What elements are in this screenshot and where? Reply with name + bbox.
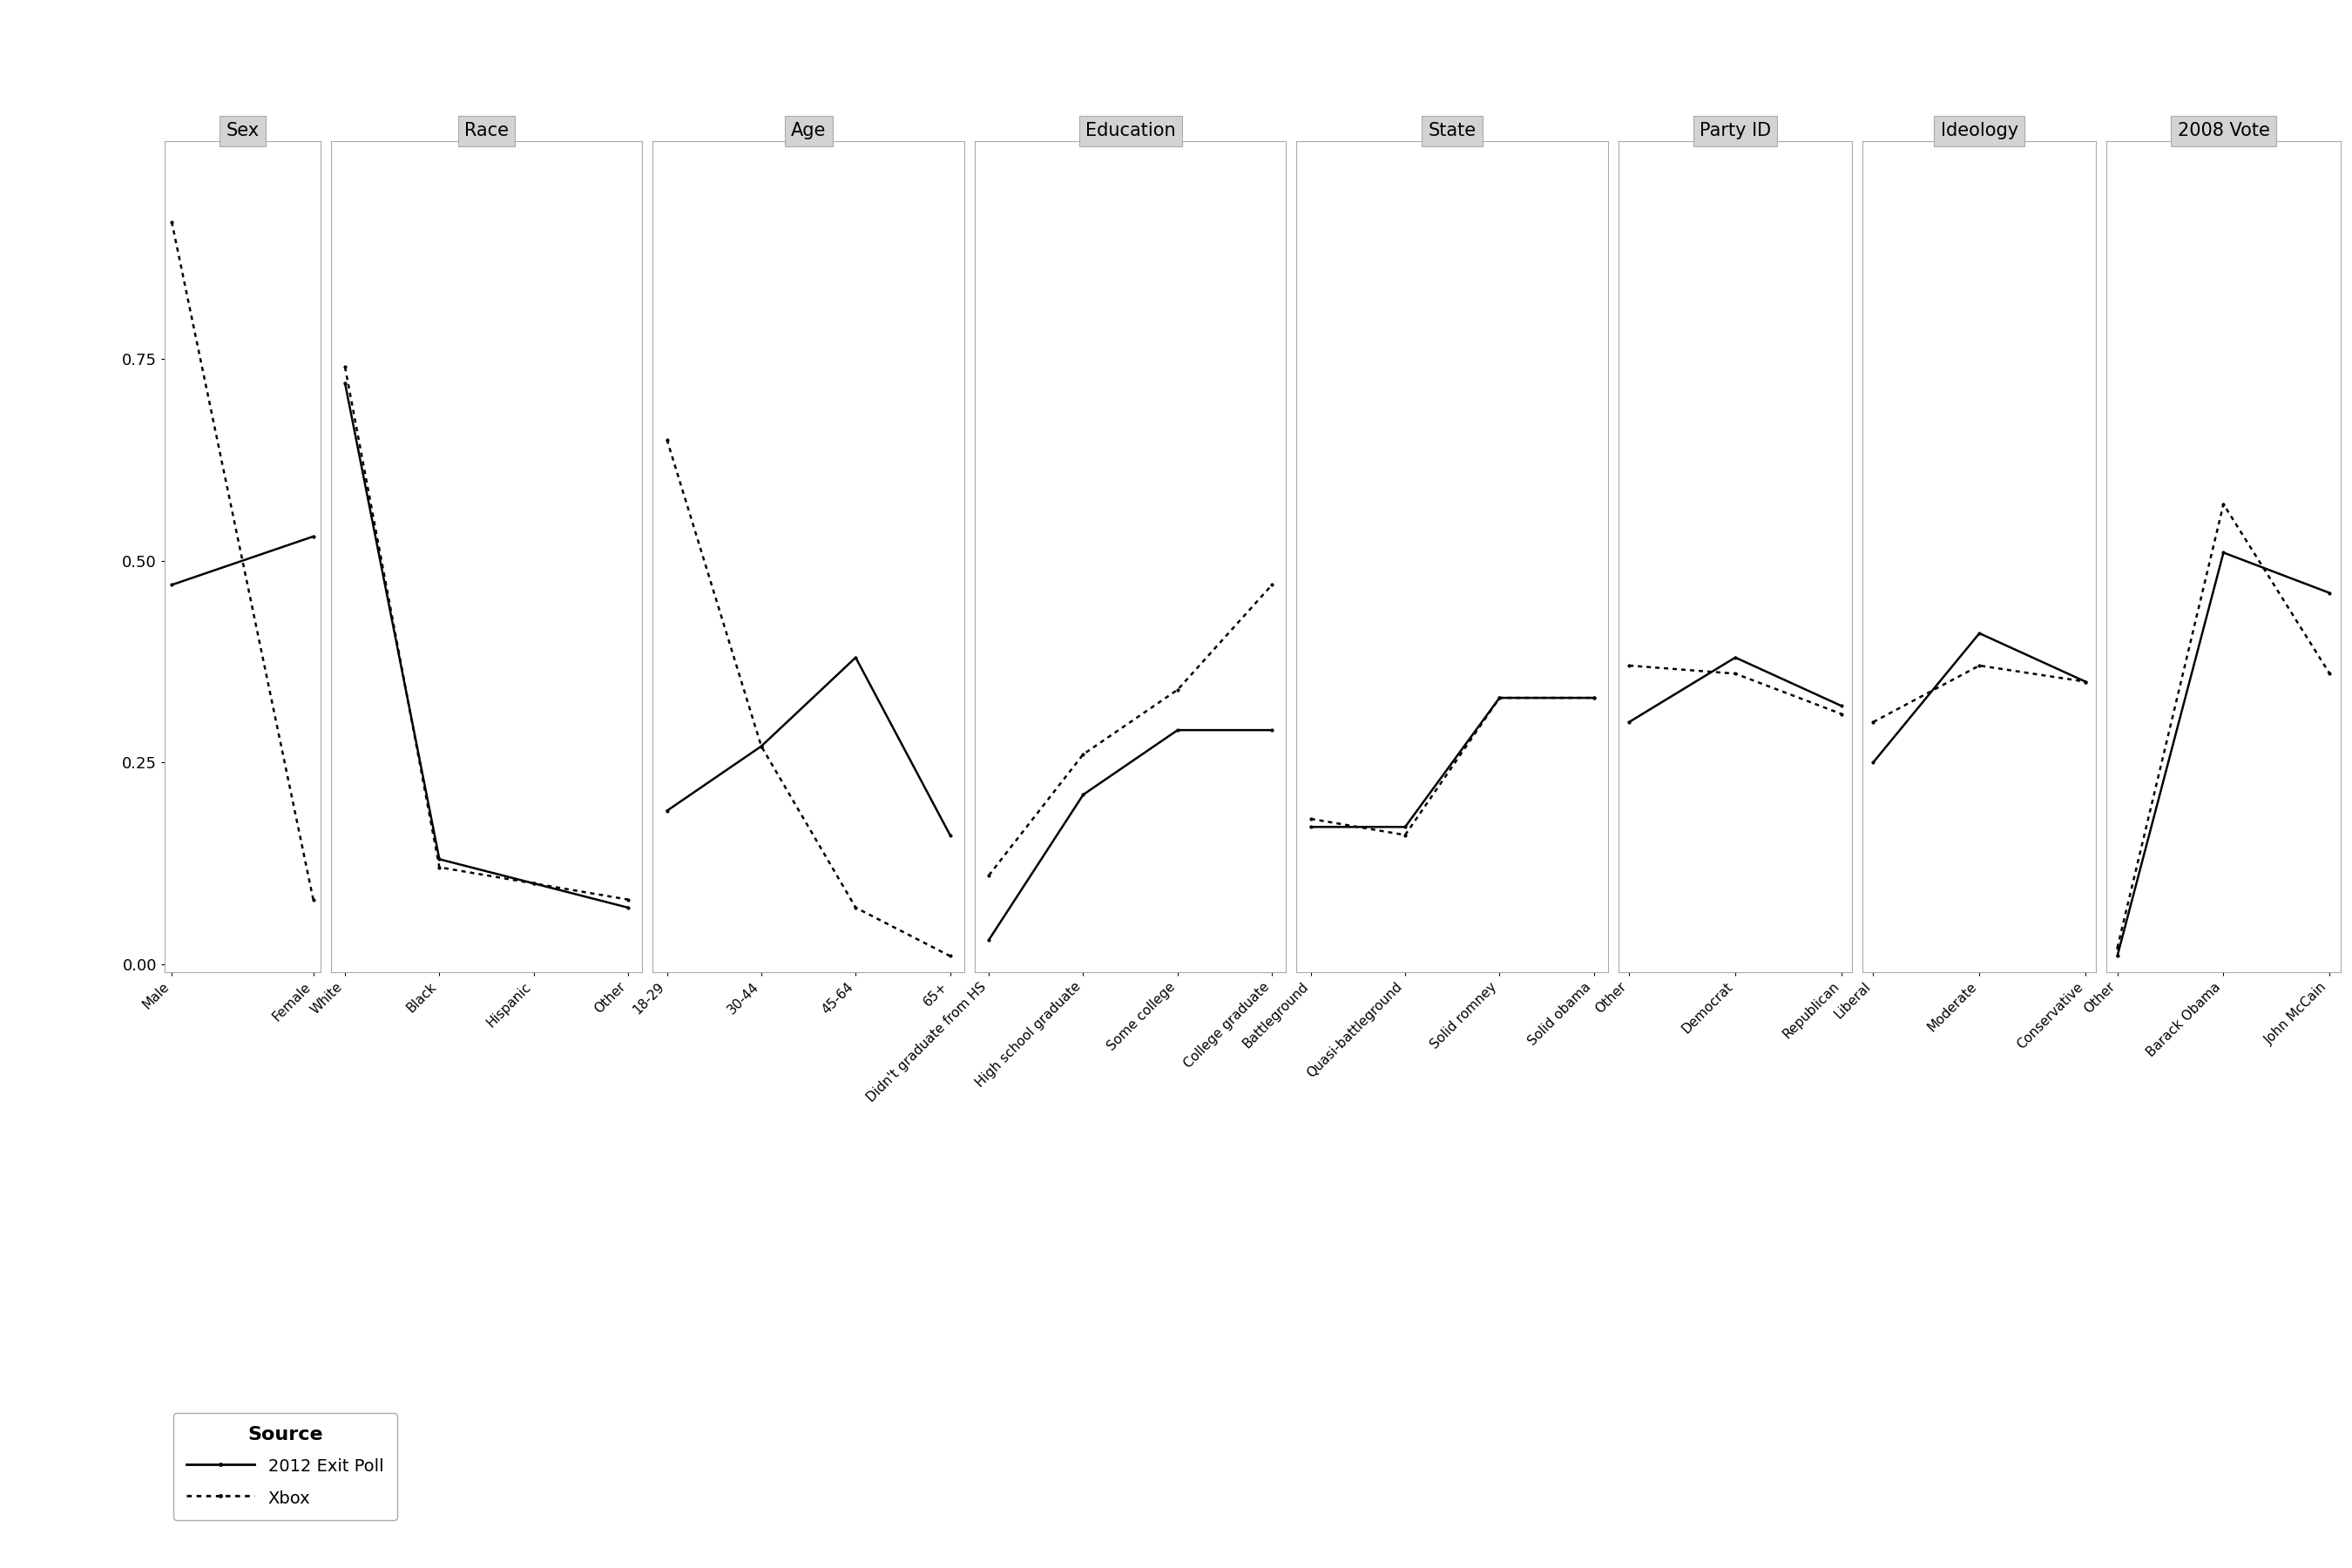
Title: Sex: Sex <box>226 122 259 140</box>
Title: State: State <box>1428 122 1477 140</box>
Title: Race: Race <box>463 122 508 140</box>
Title: Party ID: Party ID <box>1700 122 1771 140</box>
Title: Ideology: Ideology <box>1940 122 2018 140</box>
Title: Age: Age <box>790 122 826 140</box>
Title: 2008 Vote: 2008 Vote <box>2178 122 2270 140</box>
Title: Education: Education <box>1084 122 1176 140</box>
Legend: 2012 Exit Poll, Xbox: 2012 Exit Poll, Xbox <box>174 1413 397 1519</box>
